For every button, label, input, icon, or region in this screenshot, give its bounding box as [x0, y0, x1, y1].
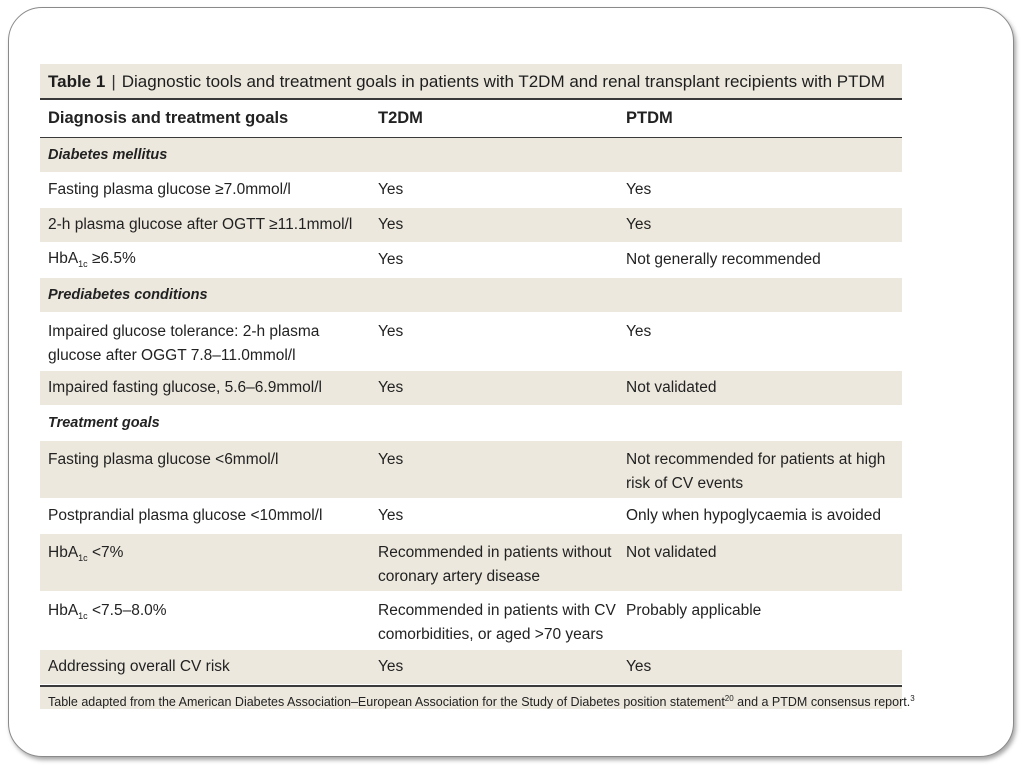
table-footnote: Table adapted from the American Diabetes…	[40, 684, 915, 709]
table-row: Addressing overall CV risk Yes Yes	[40, 649, 902, 684]
data-table: Diagnosis and treatment goals T2DM PTDM …	[40, 100, 902, 685]
cell-ptdm: Not validated	[618, 370, 902, 405]
table-title: Table 1 | Diagnostic tools and treatment g…	[40, 64, 902, 100]
footnote-ref-2: 3	[910, 693, 915, 703]
table-row: HbA1c ≥6.5% Yes Not generally recommende…	[40, 242, 902, 277]
cell-criterion: Addressing overall CV risk	[40, 649, 370, 684]
cell-t2dm: Yes	[370, 370, 618, 405]
header-row: Diagnosis and treatment goals T2DM PTDM	[40, 100, 902, 138]
cell-t2dm: Yes	[370, 312, 618, 370]
cell-criterion: Fasting plasma glucose ≥7.0mmol/l	[40, 172, 370, 207]
hba-subscript: 1c	[78, 552, 88, 563]
cell-t2dm: Recommended in patients without coronary…	[370, 533, 618, 591]
section-row: Prediabetes conditions	[40, 277, 902, 312]
table-row: Impaired fasting glucose, 5.6–6.9mmol/l …	[40, 370, 902, 405]
section-row: Diabetes mellitus	[40, 137, 902, 172]
section-label-diabetes: Diabetes mellitus	[40, 137, 902, 172]
table-row: 2-h plasma glucose after OGTT ≥11.1mmol/…	[40, 207, 902, 242]
cell-ptdm: Not generally recommended	[618, 242, 902, 277]
cell-ptdm: Probably applicable	[618, 591, 902, 649]
header-t2dm: T2DM	[370, 100, 618, 138]
cell-ptdm: Yes	[618, 312, 902, 370]
cell-criterion: HbA1c ≥6.5%	[40, 242, 370, 277]
table-row: Postprandial plasma glucose <10mmol/l Ye…	[40, 498, 902, 533]
cell-ptdm: Yes	[618, 649, 902, 684]
footnote-ref-1: 20	[724, 693, 734, 703]
table-row: Fasting plasma glucose ≥7.0mmol/l Yes Ye…	[40, 172, 902, 207]
cell-ptdm: Not validated	[618, 533, 902, 591]
table-number: Table 1	[48, 72, 106, 91]
table-title-text: Diagnostic tools and treatment goals in …	[121, 72, 885, 91]
hba-subscript: 1c	[78, 259, 88, 270]
hba-threshold: <7.5–8.0%	[87, 601, 167, 619]
hba-subscript: 1c	[78, 610, 88, 621]
section-label-prediabetes: Prediabetes conditions	[40, 277, 902, 312]
section-row: Treatment goals	[40, 405, 902, 440]
hba-threshold: ≥6.5%	[87, 249, 136, 267]
hba-label: HbA	[48, 601, 79, 619]
cell-t2dm: Recommended in patients with CV comorbid…	[370, 591, 618, 649]
table-row: HbA1c <7.5–8.0% Recommended in patients …	[40, 591, 902, 649]
section-label-treatment: Treatment goals	[40, 405, 902, 440]
cell-t2dm: Yes	[370, 172, 618, 207]
table-row: Impaired glucose tolerance: 2-h plasma g…	[40, 312, 902, 370]
cell-criterion: Impaired fasting glucose, 5.6–6.9mmol/l	[40, 370, 370, 405]
table-figure: Table 1 | Diagnostic tools and treatment g…	[40, 64, 915, 709]
cell-t2dm: Yes	[370, 242, 618, 277]
header-ptdm: PTDM	[618, 100, 902, 138]
cell-criterion: Fasting plasma glucose <6mmol/l	[40, 440, 370, 498]
hba-label: HbA	[48, 543, 79, 561]
table-row: Fasting plasma glucose <6mmol/l Yes Not …	[40, 440, 902, 498]
cell-ptdm: Yes	[618, 172, 902, 207]
title-separator: |	[111, 72, 116, 91]
cell-ptdm: Yes	[618, 207, 902, 242]
cell-ptdm: Not recommended for patients at high ris…	[618, 440, 902, 498]
cell-t2dm: Yes	[370, 440, 618, 498]
header-diagnosis: Diagnosis and treatment goals	[40, 100, 370, 138]
cell-criterion: Impaired glucose tolerance: 2-h plasma g…	[40, 312, 370, 370]
cell-criterion: HbA1c <7%	[40, 533, 370, 591]
cell-criterion: 2-h plasma glucose after OGTT ≥11.1mmol/…	[40, 207, 370, 242]
cell-criterion: Postprandial plasma glucose <10mmol/l	[40, 498, 370, 533]
hba-threshold: <7%	[87, 543, 124, 561]
cell-t2dm: Yes	[370, 649, 618, 684]
footnote-text-2: and a PTDM consensus report.	[733, 694, 911, 709]
cell-t2dm: Yes	[370, 207, 618, 242]
cell-criterion: HbA1c <7.5–8.0%	[40, 591, 370, 649]
hba-label: HbA	[48, 249, 79, 267]
table-row: HbA1c <7% Recommended in patients withou…	[40, 533, 902, 591]
footnote-text: Table adapted from the American Diabetes…	[48, 694, 725, 709]
cell-ptdm: Only when hypoglycaemia is avoided	[618, 498, 902, 533]
cell-t2dm: Yes	[370, 498, 618, 533]
